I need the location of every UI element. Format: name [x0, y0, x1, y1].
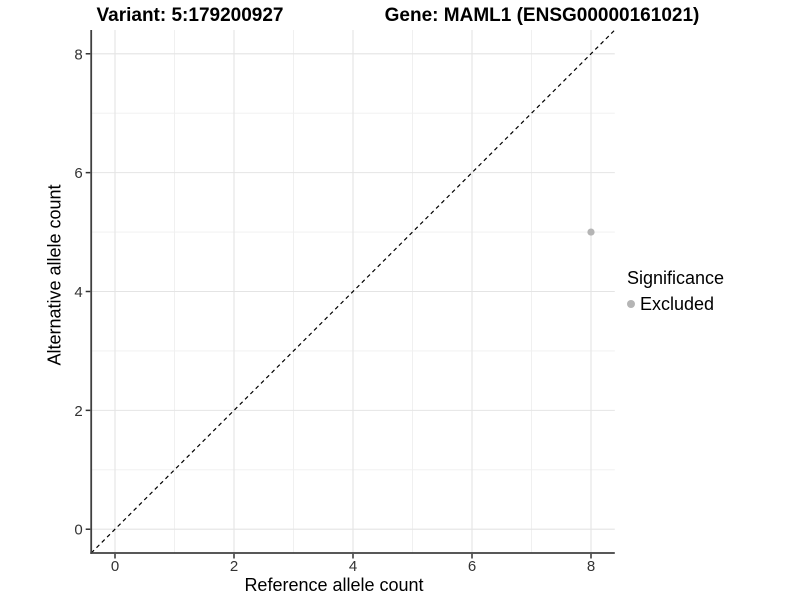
- legend-title: Significance: [627, 268, 725, 288]
- legend-point-icon: [627, 300, 635, 308]
- identity-line: [90, 29, 616, 554]
- x-tick-label: 6: [468, 558, 476, 575]
- y-tick-label: 6: [74, 165, 82, 182]
- legend-item-excluded: Excluded: [627, 293, 724, 315]
- x-tick-label: 0: [111, 558, 119, 575]
- legend-item-label: Excluded: [640, 294, 715, 314]
- x-tick-label: 8: [587, 558, 595, 575]
- y-axis-label: Alternative allele count: [44, 184, 65, 366]
- x-tick-label: 4: [349, 558, 357, 575]
- y-tick-label: 4: [74, 284, 82, 301]
- variant-title: Variant: 5:179200927: [96, 5, 284, 26]
- x-tick-label: 2: [230, 558, 238, 575]
- y-tick-label: 8: [74, 46, 82, 63]
- data-point: [587, 228, 595, 236]
- legend: Significance Excluded: [627, 267, 724, 315]
- y-tick-label: 0: [74, 522, 82, 539]
- gene-title: Gene: MAML1 (ENSG00000161021): [384, 5, 700, 26]
- x-axis-label: Reference allele count: [244, 575, 424, 595]
- y-tick-label: 2: [74, 403, 82, 420]
